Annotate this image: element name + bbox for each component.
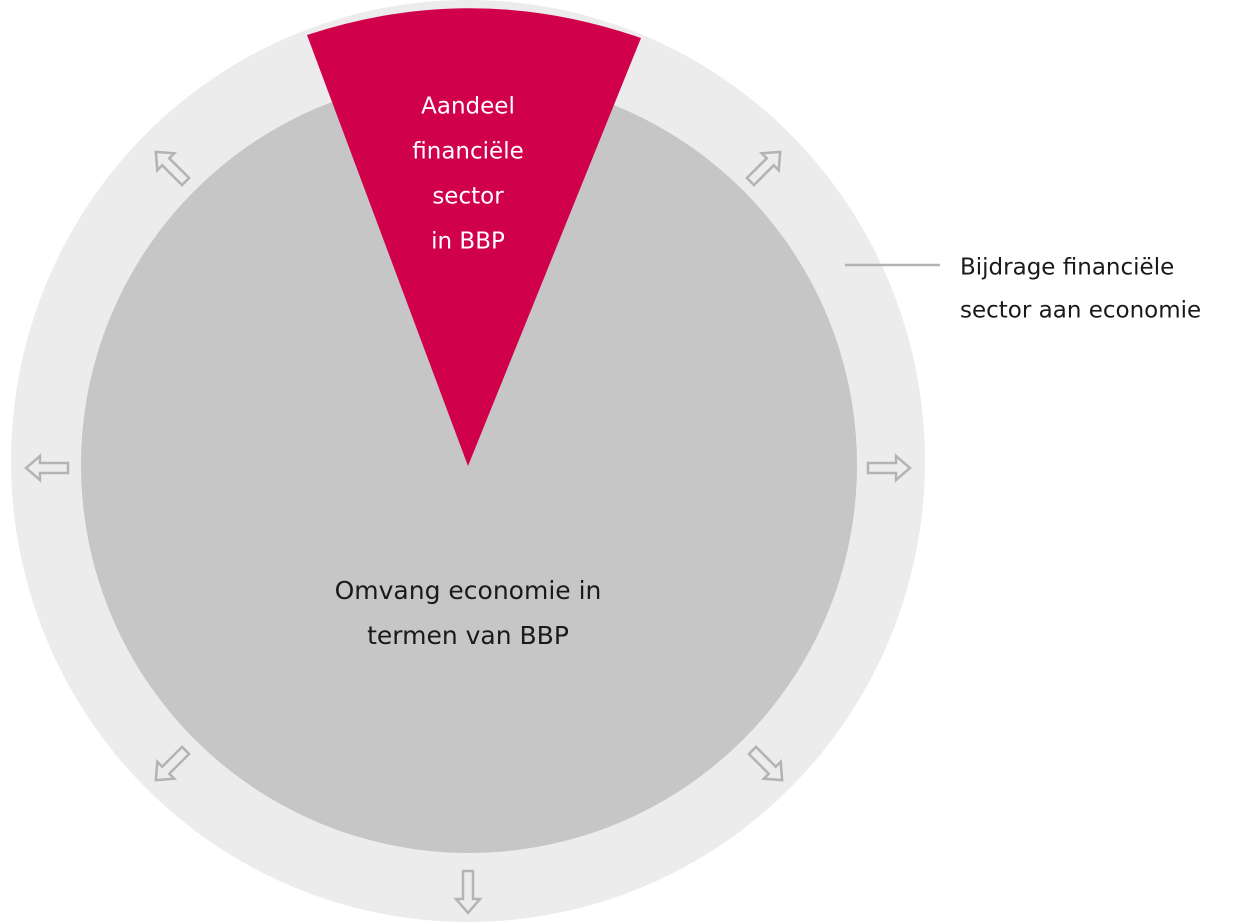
arrow-down — [453, 869, 483, 915]
arrow-up-left — [154, 150, 191, 187]
side-label-line: Bijdrage financiële — [960, 255, 1174, 281]
center-label: Omvang economie in termen van BBP — [335, 576, 602, 650]
wedge-label-line: financiële — [412, 139, 523, 165]
wedge-label: Aandeel financiële sector in BBP — [412, 94, 523, 255]
wedge — [307, 8, 641, 466]
side-label: Bijdrage financiële sector aan economie — [960, 255, 1201, 324]
center-label-line: termen van BBP — [367, 621, 569, 650]
arrows — [24, 150, 912, 915]
arrow-up-right — [745, 150, 782, 187]
center-label-line: Omvang economie in — [335, 576, 602, 605]
arrow-left — [24, 453, 70, 483]
arrow-down-left — [154, 745, 191, 782]
wedge-label-line: Aandeel — [421, 94, 515, 120]
side-label-line: sector aan economie — [960, 298, 1201, 324]
inner-circle — [81, 77, 857, 853]
wedge-label-line: in BBP — [431, 229, 505, 255]
arrow-right — [866, 453, 912, 483]
arrow-down-right — [747, 745, 784, 782]
wedge-label-line: sector — [432, 184, 504, 210]
